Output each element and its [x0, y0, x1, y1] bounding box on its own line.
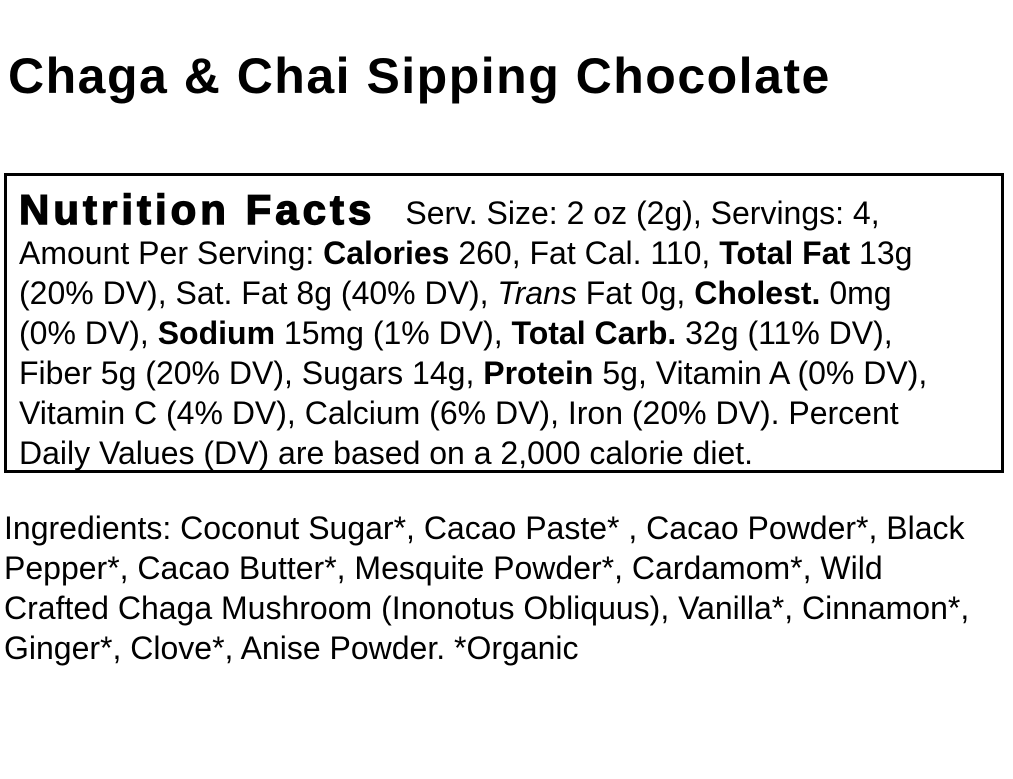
nutrition-facts-line: Daily Values (DV) are based on a 2,000 c… [19, 433, 987, 471]
text-segment: Ginger*, Clove*, Anise Powder. *Organic [4, 630, 579, 666]
text-segment: Protein [483, 355, 594, 391]
text-segment: Calories [323, 235, 450, 271]
nutrition-facts-line: Vitamin C (4% DV), Calcium (6% DV), Iron… [19, 393, 987, 433]
text-segment: Amount Per Serving: [19, 235, 324, 271]
nutrition-facts-line: (0% DV), Sodium 15mg (1% DV), Total Carb… [19, 313, 987, 353]
text-segment: Pepper*, Cacao Butter*, Mesquite Powder*… [4, 550, 883, 586]
nutrition-facts-line: Amount Per Serving: Calories 260, Fat Ca… [19, 233, 987, 273]
nutrition-facts-line: Fiber 5g (20% DV), Sugars 14g, Protein 5… [19, 353, 987, 393]
text-segment: Fat 0g, [576, 275, 695, 311]
text-segment: Cholest. [694, 275, 821, 311]
nutrition-facts-box: Nutrition Facts Serv. Size: 2 oz (2g), Se… [4, 173, 1004, 473]
nutrition-facts-line: (20% DV), Sat. Fat 8g (40% DV), Trans Fa… [19, 273, 987, 313]
ingredients-line: Ginger*, Clove*, Anise Powder. *Organic [4, 628, 1010, 668]
text-segment: Total Carb. [511, 315, 677, 351]
text-segment: Ingredients: Coconut Sugar*, Cacao Paste… [4, 510, 965, 546]
text-segment: Fiber 5g (20% DV), Sugars 14g, [19, 355, 484, 391]
text-segment: (20% DV), Sat. Fat 8g (40% DV), [19, 275, 498, 311]
text-segment: Sodium [157, 315, 276, 351]
ingredients-line: Crafted Chaga Mushroom (Inonotus Obliquu… [4, 588, 1010, 628]
text-segment: 32g (11% DV), [676, 315, 893, 351]
text-segment: Vitamin C (4% DV), Calcium (6% DV), Iron… [19, 395, 899, 431]
ingredients-paragraph: Ingredients: Coconut Sugar*, Cacao Paste… [4, 508, 1010, 668]
nutrition-facts-text: Nutrition Facts Serv. Size: 2 oz (2g), Se… [18, 188, 987, 471]
product-title: Chaga & Chai Sipping Chocolate [8, 48, 831, 104]
text-segment: Trans [497, 275, 577, 311]
nutrition-facts-line: Nutrition Facts Serv. Size: 2 oz (2g), Se… [18, 188, 987, 233]
text-segment: Serv. Size: 2 oz (2g), Servings: 4, [405, 195, 880, 231]
text-segment: Daily Values (DV) are based on a 2,000 c… [19, 435, 754, 471]
text-segment: (0% DV), [19, 315, 158, 351]
ingredients-line: Pepper*, Cacao Butter*, Mesquite Powder*… [4, 548, 1010, 588]
text-segment: Crafted Chaga Mushroom (Inonotus Obliquu… [4, 590, 970, 626]
text-segment: 5g, Vitamin A (0% DV), [593, 355, 928, 391]
ingredients-line: Ingredients: Coconut Sugar*, Cacao Paste… [4, 508, 1010, 548]
text-segment: 260, Fat Cal. 110, [449, 235, 720, 271]
text-segment: 15mg (1% DV), [275, 315, 512, 351]
text-segment: 13g [850, 235, 913, 271]
nutrition-facts-heading: Nutrition Facts [18, 186, 376, 233]
text-segment: Total Fat [719, 235, 851, 271]
text-segment: 0mg [820, 275, 892, 311]
